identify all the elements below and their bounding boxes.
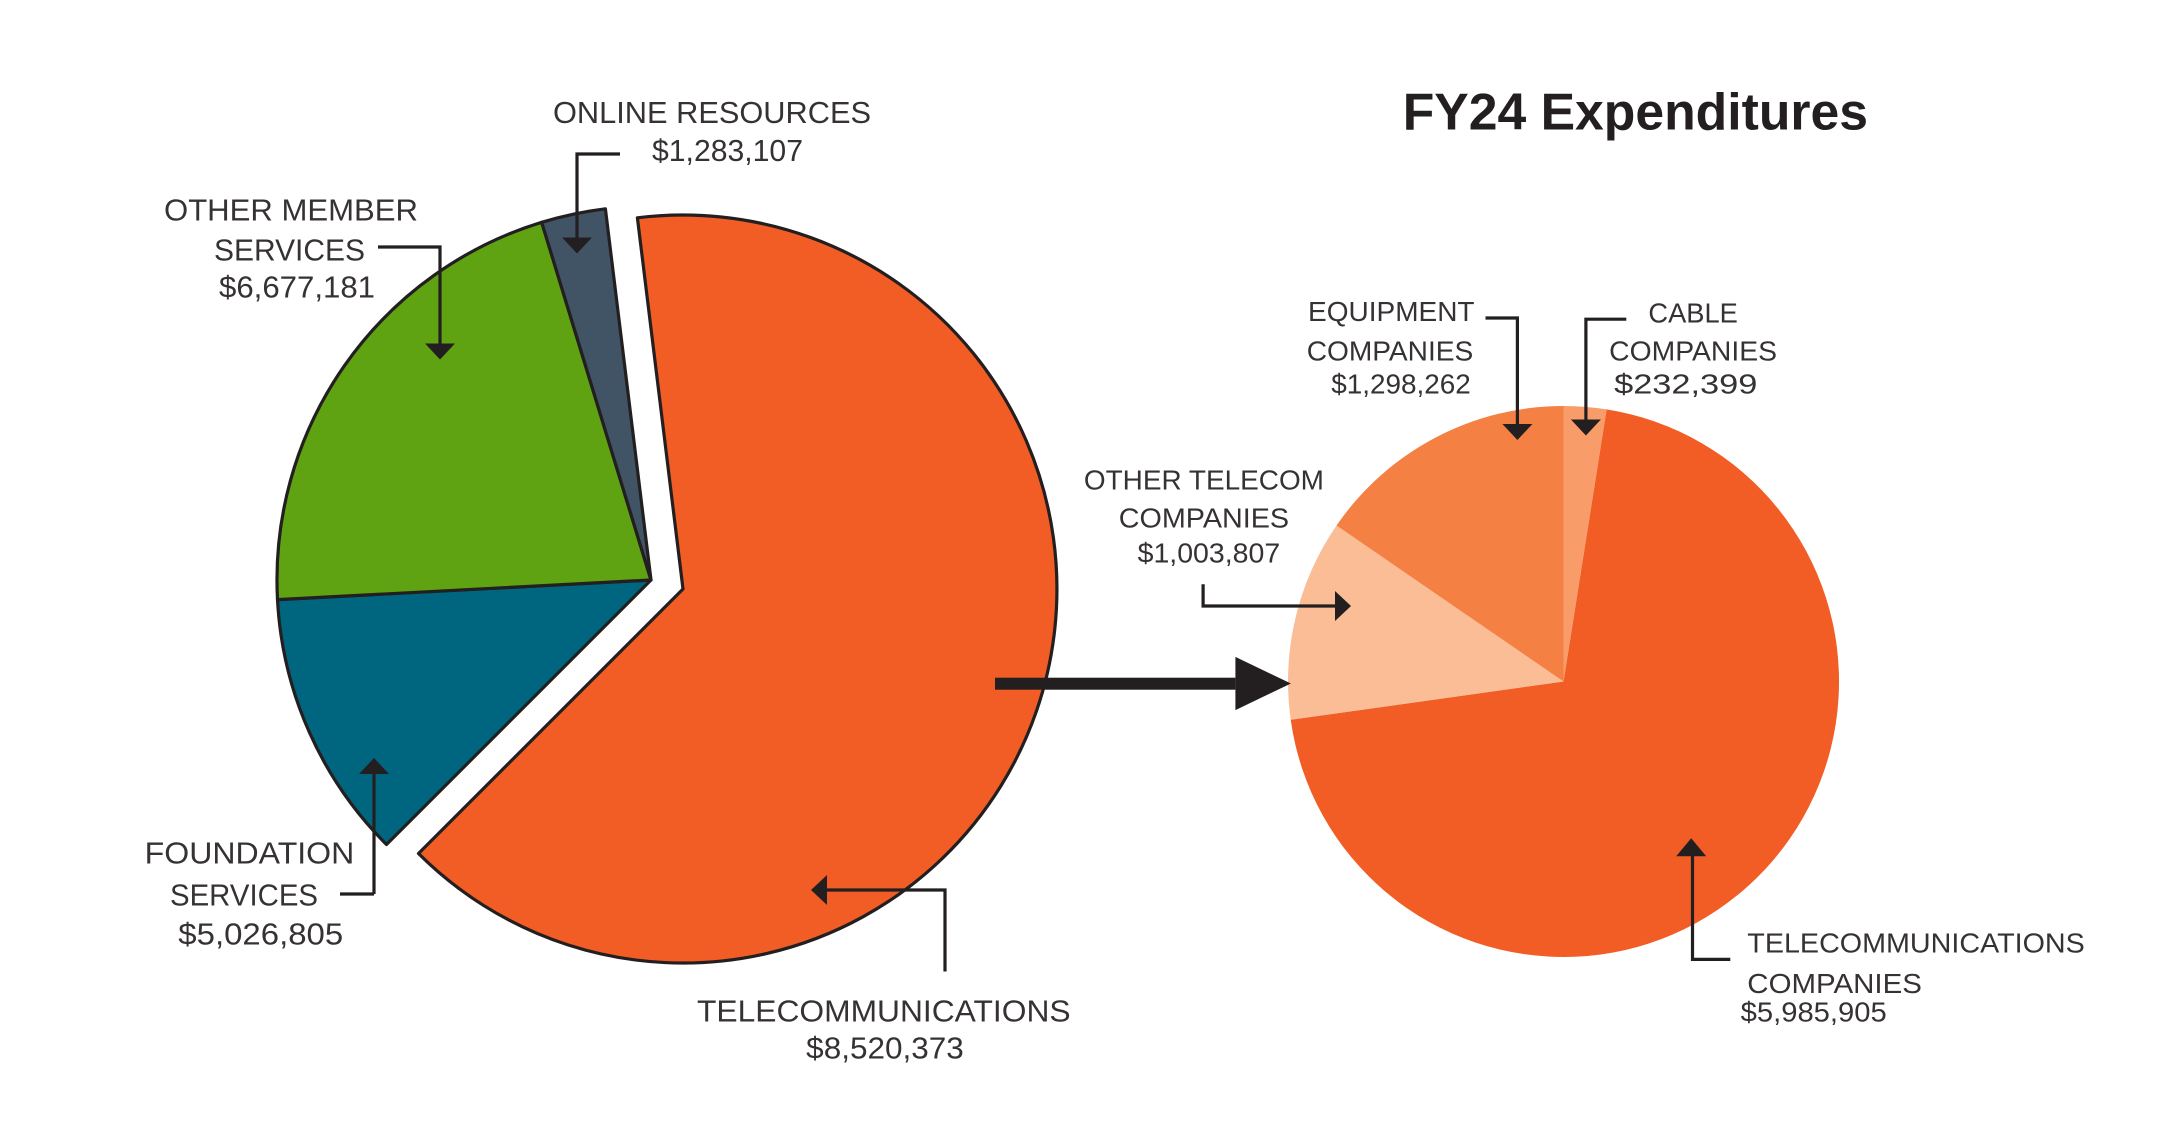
svg-text:COMPANIES: COMPANIES <box>1747 968 1922 999</box>
svg-text:$1,003,807: $1,003,807 <box>1138 537 1281 568</box>
svg-text:TELECOMMUNICATIONS: TELECOMMUNICATIONS <box>1747 927 2085 958</box>
svg-text:$1,283,107: $1,283,107 <box>652 133 803 168</box>
svg-text:SERVICES: SERVICES <box>214 233 365 268</box>
svg-text:$8,520,373: $8,520,373 <box>806 1031 964 1066</box>
svg-text:$5,985,905: $5,985,905 <box>1741 997 1887 1028</box>
svg-text:OTHER TELECOM: OTHER TELECOM <box>1084 465 1324 496</box>
svg-text:SERVICES: SERVICES <box>170 878 318 913</box>
svg-text:COMPANIES: COMPANIES <box>1307 335 1474 366</box>
svg-text:$5,026,805: $5,026,805 <box>178 917 343 952</box>
svg-text:TELECOMMUNICATIONS: TELECOMMUNICATIONS <box>697 994 1071 1029</box>
svg-text:EQUIPMENT: EQUIPMENT <box>1308 296 1475 327</box>
svg-text:CABLE: CABLE <box>1648 297 1737 328</box>
svg-text:$232,399: $232,399 <box>1614 369 1757 400</box>
svg-text:COMPANIES: COMPANIES <box>1119 503 1289 534</box>
svg-text:$1,298,262: $1,298,262 <box>1331 369 1471 400</box>
svg-text:FY24 Expenditures: FY24 Expenditures <box>1403 84 1868 142</box>
svg-text:ONLINE RESOURCES: ONLINE RESOURCES <box>553 95 871 130</box>
svg-text:COMPANIES: COMPANIES <box>1609 335 1777 366</box>
svg-text:$6,677,181: $6,677,181 <box>219 270 375 305</box>
svg-text:OTHER MEMBER: OTHER MEMBER <box>164 193 418 228</box>
svg-text:FOUNDATION: FOUNDATION <box>145 836 355 871</box>
